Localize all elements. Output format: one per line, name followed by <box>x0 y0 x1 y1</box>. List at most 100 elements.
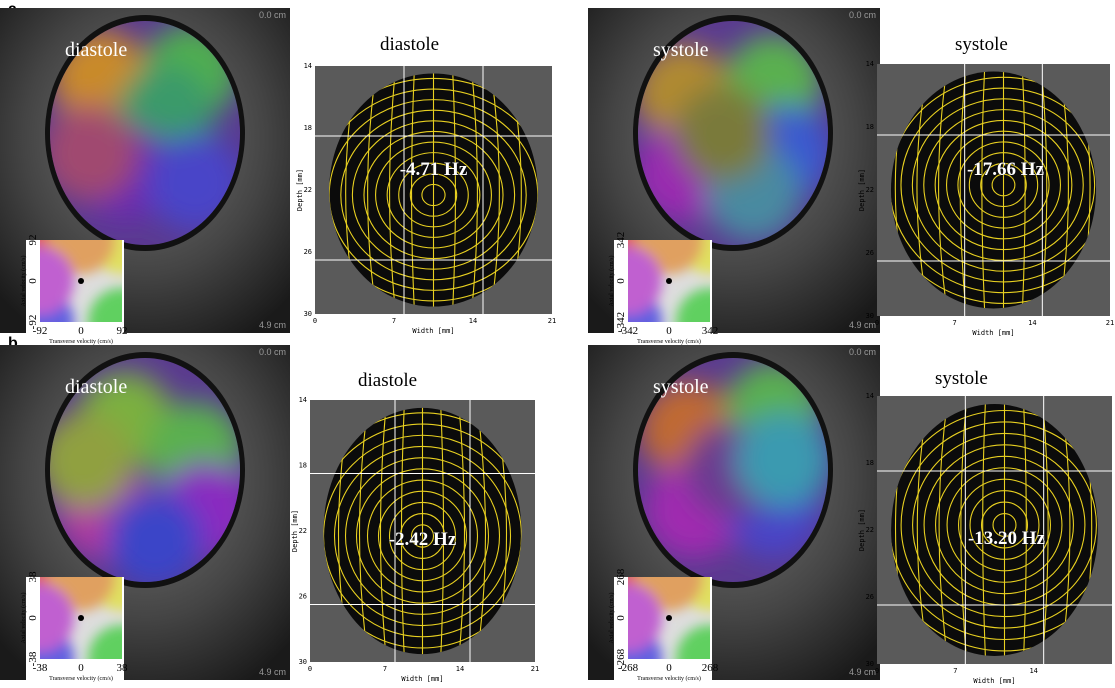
scale-tick: 92 <box>27 235 39 246</box>
scale-tick: -268 <box>615 648 627 669</box>
scale-tick: 0 <box>666 325 672 337</box>
depth-bottom: 4.9 cm <box>259 320 286 330</box>
y-tick-label: 22 <box>866 526 874 534</box>
y-tick-label: 30 <box>304 310 312 318</box>
x-tick-label: 0 <box>308 665 312 673</box>
velocity-map: systole0.0 cm4.9 cm-268-26800268268Trans… <box>588 345 880 688</box>
map-label: systole <box>653 376 709 398</box>
scale-y-label: Axial velocity (cm/s) <box>608 256 615 307</box>
x-tick-label: 14 <box>469 317 477 325</box>
y-tick-label: 22 <box>304 186 312 194</box>
y-tick-label: 22 <box>299 527 307 535</box>
x-tick-label: 14 <box>456 665 464 673</box>
scale-y-label: Axial velocity (cm/s) <box>20 256 27 307</box>
scale-x-label: Transverse velocity (cm/s) <box>49 675 113 682</box>
x-tick-label: 21 <box>548 317 556 325</box>
y-tick-label: 30 <box>866 660 874 668</box>
y-axis-label: Depth [mm] <box>858 169 866 211</box>
wheel-center <box>666 615 672 621</box>
streamline-plot: systole 14 18 22 26 300 7 14 21 Depth [mm] Width [… <box>858 34 1115 337</box>
x-axis-label: Width [mm] <box>401 675 443 683</box>
y-tick-label: 18 <box>866 123 874 131</box>
x-tick-label: 7 <box>392 317 396 325</box>
map-label: diastole <box>65 376 127 398</box>
y-tick-label: 14 <box>299 396 307 404</box>
y-tick-label: 30 <box>866 312 874 320</box>
scale-tick: 0 <box>78 662 84 674</box>
plot-title: systole <box>935 368 988 389</box>
vorticity: -17.66 Hz <box>967 159 1045 180</box>
x-tick-label: 7 <box>953 667 957 675</box>
y-tick-label: 26 <box>304 248 312 256</box>
depth-top: 0.0 cm <box>849 347 876 357</box>
scale-tick: 0 <box>615 615 627 621</box>
y-tick-label: 18 <box>866 459 874 467</box>
scale-tick: 0 <box>78 325 84 337</box>
scale-tick: -342 <box>615 312 627 332</box>
wheel-center <box>666 278 672 284</box>
x-axis-label: Width [mm] <box>972 329 1014 337</box>
y-tick-label: 26 <box>866 249 874 257</box>
y-tick-label: 14 <box>304 62 312 70</box>
scale-tick: 0 <box>27 615 39 621</box>
blob <box>735 412 831 508</box>
scale-tick: 0 <box>27 278 39 284</box>
scale-tick: -38 <box>27 651 39 666</box>
depth-top: 0.0 cm <box>259 347 286 357</box>
depth-top: 0.0 cm <box>259 10 286 20</box>
map-label: systole <box>653 39 709 61</box>
figure: adiastole0.0 cm4.9 cm-92-92009292Transve… <box>0 0 1115 688</box>
y-axis-label: Depth [mm] <box>296 169 304 211</box>
x-tick-label: 14 <box>1028 319 1036 327</box>
x-tick-label: 0 <box>875 667 879 675</box>
scale-x-label: Transverse velocity (cm/s) <box>637 675 701 682</box>
plot-title: diastole <box>380 34 439 55</box>
streamline-plot: diastole 14 18 22 26 300 7 14 21 Depth [mm] Width … <box>291 370 555 683</box>
scale-tick: 0 <box>615 278 627 284</box>
scale-tick: 38 <box>27 571 39 583</box>
scale-tick: 0 <box>666 662 672 674</box>
wheel-center <box>78 615 84 621</box>
scale-tick: 268 <box>615 568 627 585</box>
scale-x-label: Transverse velocity (cm/s) <box>637 338 701 345</box>
depth-bottom: 4.9 cm <box>849 667 876 677</box>
scale-y-label: Axial velocity (cm/s) <box>608 593 615 644</box>
y-tick-label: 18 <box>304 124 312 132</box>
plot-title: diastole <box>358 370 417 391</box>
map-label: diastole <box>65 39 127 61</box>
x-tick-label: 7 <box>383 665 387 673</box>
x-tick-label: 21 <box>531 665 539 673</box>
x-tick-label: 7 <box>953 319 957 327</box>
y-axis-label: Depth [mm] <box>291 510 299 552</box>
x-tick-label: 0 <box>875 319 879 327</box>
depth-bottom: 4.9 cm <box>849 320 876 330</box>
scale-tick: 92 <box>117 325 128 337</box>
y-tick-label: 22 <box>866 186 874 194</box>
blob <box>675 85 771 181</box>
y-tick-label: 14 <box>866 392 874 400</box>
scale-tick: 342 <box>702 325 719 337</box>
y-tick-label: 30 <box>299 658 307 666</box>
scale-tick: -92 <box>27 315 39 330</box>
x-tick-label: 21 <box>1106 319 1114 327</box>
y-tick-label: 18 <box>299 462 307 470</box>
y-tick-label: 26 <box>866 593 874 601</box>
scale-tick: 38 <box>117 662 129 674</box>
wheel-center <box>78 278 84 284</box>
scale-x-label: Transverse velocity (cm/s) <box>49 338 113 345</box>
scale-tick: 268 <box>702 662 719 674</box>
depth-bottom: 4.9 cm <box>259 667 286 677</box>
y-tick-label: 26 <box>299 593 307 601</box>
y-axis-label: Depth [mm] <box>858 509 866 551</box>
depth-top: 0.0 cm <box>849 10 876 20</box>
streamline-plot: diastole 14 18 22 26 300 7 14 21 Depth [mm] Width … <box>294 34 572 335</box>
y-tick-label: 14 <box>866 60 874 68</box>
x-axis-label: Width [mm] <box>412 327 454 335</box>
x-axis-label: Width [mm] <box>973 677 1015 685</box>
x-tick-label: 0 <box>313 317 317 325</box>
plot-title: systole <box>955 34 1008 55</box>
